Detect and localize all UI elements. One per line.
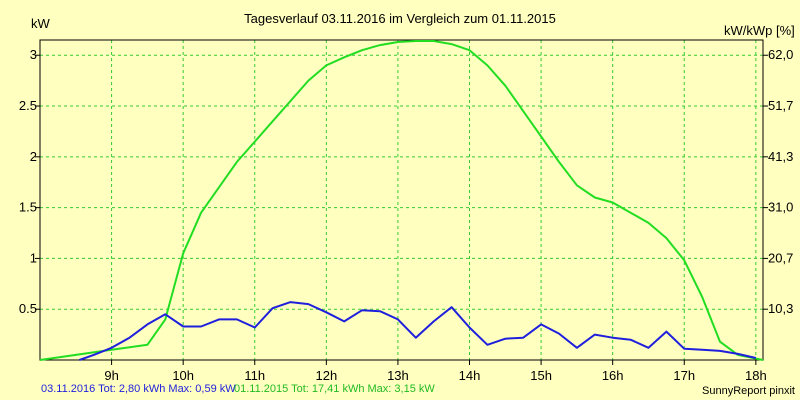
y-tick-label-right: 51,7 xyxy=(768,98,793,113)
y-tick-label-left: 2 xyxy=(30,149,37,164)
x-tick-label: 11h xyxy=(244,368,265,383)
axis-ticks: 9h 10h 11h 12h 13h 14h 15h 16h 17h 18h 0.5 10,3 1 20,… xyxy=(19,47,793,383)
y-tick-label-right: 20,7 xyxy=(768,250,793,265)
x-tick-label: 12h xyxy=(315,368,337,383)
x-tick-label: 16h xyxy=(602,368,624,383)
x-tick-label: 17h xyxy=(673,368,695,383)
y-tick-label-left: 1 xyxy=(30,250,37,265)
series-line-03.11.2016 xyxy=(79,301,757,361)
chart-title: Tagesverlauf 03.11.2016 im Vergleich zum… xyxy=(244,11,556,26)
y-tick-label-left: 3 xyxy=(30,47,37,62)
x-tick-label: 18h xyxy=(745,368,767,383)
x-tick-label: 14h xyxy=(459,368,481,383)
x-tick-label: 10h xyxy=(172,368,194,383)
x-tick-label: 13h xyxy=(387,368,409,383)
series-line-01.11.2015 xyxy=(39,40,764,361)
footer-2016-summary: 03.11.2016 Tot: 2,80 kWh Max: 0,59 kW xyxy=(41,383,236,395)
y-tick-label-right: 62,0 xyxy=(768,47,793,62)
x-tick-label: 9h xyxy=(104,368,118,383)
y-tick-label-left: 1.5 xyxy=(19,200,37,215)
plot-frame xyxy=(39,39,764,361)
y-tick-label-left: 0.5 xyxy=(19,301,37,316)
y-tick-label-right: 31,0 xyxy=(768,200,793,215)
y-tick-label-right: 41,3 xyxy=(768,149,793,164)
y-axis-left-label: kW xyxy=(31,16,51,31)
x-tick-label: 15h xyxy=(530,368,552,383)
y-tick-label-left: 2.5 xyxy=(19,98,37,113)
series-lines xyxy=(39,40,764,361)
footer-2015-summary: 01.11.2015 Tot: 17,41 kWh Max: 3,15 kW xyxy=(234,383,435,395)
y-tick-label-right: 10,3 xyxy=(768,301,793,316)
footer-credit: SunnyReport pinxit xyxy=(702,385,795,397)
y-axis-right-label: kW/kWp [%] xyxy=(724,23,795,38)
grid xyxy=(40,40,763,360)
